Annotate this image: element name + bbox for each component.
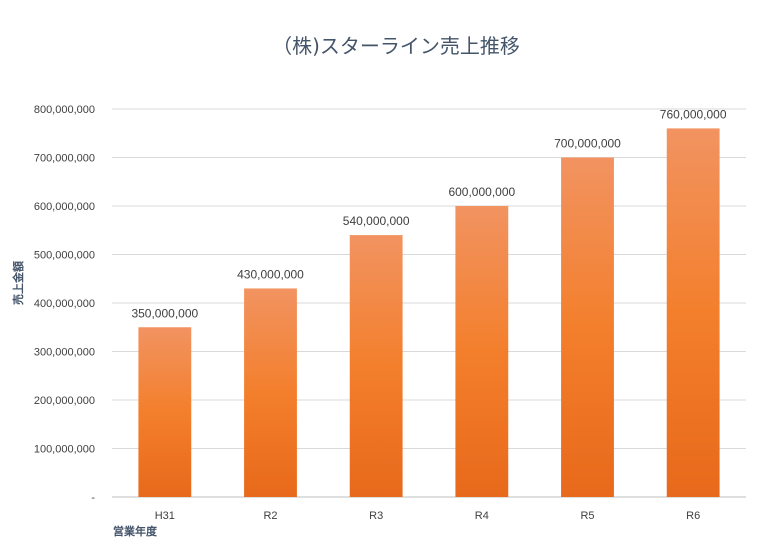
data-labels: 350,000,000 430,000,000 540,000,000 600,000… [131,107,726,320]
data-label: 600,000,000 [448,185,515,199]
y-tick-label: 200,000,000 [34,395,95,407]
data-label: 760,000,000 [660,107,727,121]
chart-title: （株)スターライン売上推移 [272,34,520,58]
bar-r5 [561,157,614,497]
x-tick-label: H31 [155,510,175,522]
bar-r3 [349,235,403,497]
bar-h31 [138,327,192,497]
y-tick-label: 600,000,000 [34,201,95,213]
y-tick-label: - [91,492,95,504]
y-tick-label: 800,000,000 [34,104,95,116]
data-label: 540,000,000 [343,214,410,228]
y-tick-label: 700,000,000 [34,153,95,165]
y-axis-title: 売上金額 [11,261,25,305]
gridlines [112,108,746,498]
x-tick-label: R5 [580,510,594,522]
bar-r4 [455,206,509,497]
y-tick-label: 500,000,000 [34,250,95,262]
y-tick-label: 300,000,000 [34,347,95,359]
x-tick-label: R6 [686,510,700,522]
x-tick-label: R3 [369,510,383,522]
data-label: 430,000,000 [237,267,304,281]
bar-r2 [244,288,297,497]
y-tick-label: 400,000,000 [34,298,95,310]
y-axis-ticks: - 100,000,000 200,000,000 300,000,000 400,00… [34,104,96,504]
bars [138,128,720,497]
x-axis-ticks: H31 R2 R3 R4 R5 R6 [155,510,700,522]
x-tick-label: R2 [263,510,277,522]
bar-r6 [666,128,720,497]
y-tick-label: 100,000,000 [34,444,95,456]
x-tick-label: R4 [475,510,489,522]
data-label: 700,000,000 [554,137,621,151]
data-label: 350,000,000 [131,306,198,320]
x-axis-title: 営業年度 [113,524,158,538]
